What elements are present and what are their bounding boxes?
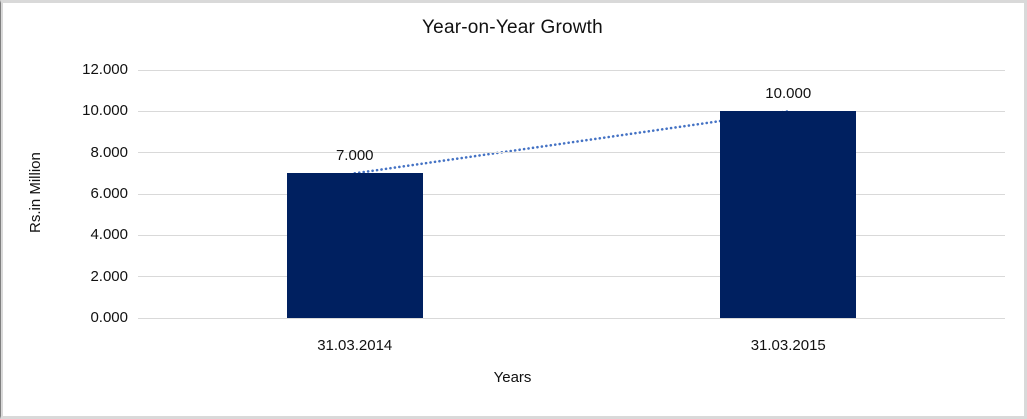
- y-gridline: [138, 317, 1005, 319]
- y-gridline: [138, 276, 1005, 278]
- y-gridline: [138, 193, 1005, 195]
- y-gridline: [138, 69, 1005, 71]
- y-tick-label: 4.000: [90, 226, 128, 244]
- plot-area: 0.000 2.000 4.000 6.000 8.000 10.000 12.000 7.0…: [1, 3, 1024, 416]
- bar-value-label: 7.000: [335, 147, 374, 165]
- bar: [286, 173, 423, 318]
- bar: [720, 111, 857, 318]
- y-gridline: [138, 234, 1005, 236]
- y-gridline: [138, 110, 1005, 112]
- y-gridline: [138, 152, 1005, 154]
- x-tick-label: 31.03.2015: [750, 337, 826, 354]
- x-tick-label: 31.03.2014: [317, 337, 393, 354]
- chart-title: Year-on-Year Growth: [422, 17, 603, 38]
- y-tick-label: 0.000: [90, 309, 128, 326]
- x-axis-title: Years: [493, 369, 532, 386]
- y-tick-label: 2.000: [90, 267, 128, 285]
- bar-value-label: 10.000: [765, 85, 812, 103]
- y-tick-label: 6.000: [90, 185, 128, 202]
- y-tick-label: 8.000: [90, 143, 128, 161]
- y-tick-label: 10.000: [82, 102, 128, 120]
- y-tick-label: 12.000: [82, 61, 128, 78]
